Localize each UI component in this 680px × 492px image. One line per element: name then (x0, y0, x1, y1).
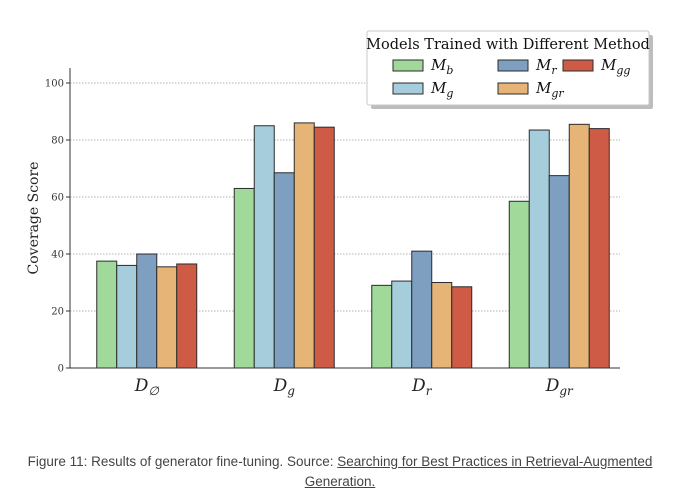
bar-Mr-Dr (411, 250, 433, 369)
caption-text: Figure 11: Results of generator fine-tun… (27, 454, 338, 469)
legend-swatch-Mg (392, 82, 424, 95)
legend-label-Mg-base: M (430, 79, 447, 97)
x-tick-label-3-base: D (545, 376, 560, 396)
legend-title: Models Trained with Different Method (366, 37, 650, 53)
bar-Mb-Dg (233, 187, 255, 369)
y-tick-label-20: 20 (51, 307, 64, 318)
legend-label-Mgr: Mgr (535, 79, 564, 100)
legend-label-Mb: Mb (430, 56, 453, 77)
legend-label-Mr-subscript: r (551, 64, 557, 77)
source-link[interactable]: Searching for Best Practices in Retrieva… (304, 454, 653, 489)
bar-Mg-D∅ (116, 264, 138, 369)
y-tick-label-80: 80 (51, 136, 64, 147)
y-tick-label-0: 0 (58, 364, 64, 375)
axes (69, 68, 620, 369)
bar-Mgg-D∅ (176, 263, 198, 369)
x-ticks: D∅ Dg Dr Dgr (134, 376, 574, 398)
bar-Mb-Dgr (508, 200, 530, 369)
bar-Mgr-Dgr (568, 123, 590, 369)
bar-Mgr-D∅ (156, 266, 178, 369)
x-tick-label-2: Dr (411, 376, 433, 398)
bar-Mg-Dg (253, 125, 275, 369)
legend-label-Mb-subscript: b (446, 64, 453, 77)
bar-Mgg-Dgr (588, 128, 610, 369)
legend-label-Mr-base: M (535, 56, 552, 74)
bar-Mr-Dg (273, 172, 295, 369)
legend-label-Mgg-base: M (600, 56, 617, 74)
legend-label-Mgg-subscript: gg (616, 64, 630, 77)
legend-label-Mg-subscript: g (446, 87, 453, 100)
legend-label-Mgr-subscript: gr (551, 87, 564, 100)
y-tick-label-100: 100 (45, 79, 64, 90)
x-tick-label-1: Dg (273, 376, 296, 398)
y-ticks: 0 20 40 60 80 100 (45, 79, 70, 375)
bar-Mgg-Dg (313, 126, 335, 369)
figure-caption: Figure 11: Results of generator fine-tun… (10, 452, 670, 492)
bar-Mgg-Dr (451, 286, 473, 369)
y-axis-label: Coverage Score (26, 162, 42, 275)
x-tick-label-1-subscript: g (287, 384, 295, 398)
legend-label-Mb-base: M (430, 56, 447, 74)
x-tick-label-0-base: D (134, 376, 149, 396)
x-tick-label-1-base: D (273, 376, 288, 396)
x-tick-label-3-subscript: gr (559, 384, 574, 398)
bar-Mr-D∅ (136, 253, 158, 369)
legend-swatch-Mr (497, 59, 529, 72)
y-tick-label-60: 60 (51, 193, 64, 204)
y-tick-label-40: 40 (51, 250, 64, 261)
bar-Mg-Dr (391, 280, 413, 369)
legend-label-Mgr-base: M (535, 79, 552, 97)
legend-label-Mg: Mg (430, 79, 453, 100)
legend-swatch-Mgr (497, 82, 529, 95)
x-tick-label-0: D∅ (134, 376, 160, 398)
legend-label-Mgg: Mgg (600, 56, 630, 77)
bar-Mg-Dgr (528, 129, 550, 369)
bar-Mgr-Dr (431, 282, 453, 369)
bar-Mr-Dgr (548, 175, 570, 369)
x-tick-label-2-subscript: r (426, 384, 433, 398)
bar-Mb-Dr (371, 284, 393, 369)
legend-label-Mr: Mr (535, 56, 557, 77)
legend: Models Trained with Different Method Mb M… (366, 30, 653, 109)
x-tick-label-3: Dgr (545, 376, 574, 398)
x-tick-label-0-subscript: ∅ (148, 384, 159, 398)
legend-swatch-Mgg (562, 59, 594, 72)
bar-Mgr-Dg (293, 122, 315, 369)
legend-swatch-Mb (392, 59, 424, 72)
x-tick-label-2-base: D (411, 376, 426, 396)
bars (96, 122, 610, 369)
bar-Mb-D∅ (96, 260, 118, 369)
